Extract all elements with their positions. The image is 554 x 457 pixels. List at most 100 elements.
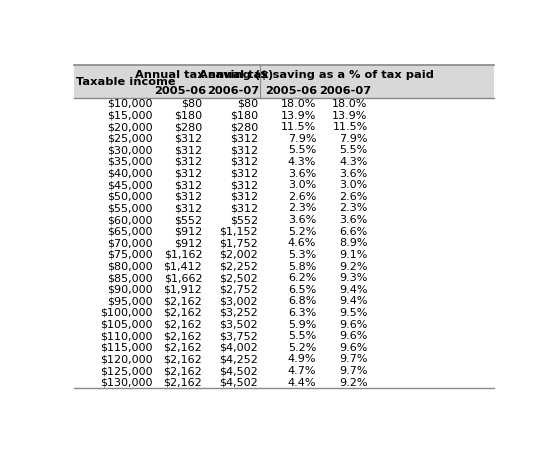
Text: $312: $312: [230, 145, 258, 155]
Text: 3.6%: 3.6%: [288, 215, 316, 225]
Text: $280: $280: [174, 122, 202, 132]
Text: $4,002: $4,002: [219, 343, 258, 353]
Text: 5.5%: 5.5%: [340, 145, 368, 155]
Text: $10,000: $10,000: [107, 99, 153, 109]
Text: 5.8%: 5.8%: [288, 261, 316, 271]
Text: $45,000: $45,000: [107, 180, 153, 190]
Text: $2,252: $2,252: [219, 261, 258, 271]
Text: 6.6%: 6.6%: [340, 227, 368, 237]
Text: 4.4%: 4.4%: [288, 377, 316, 388]
Text: $4,252: $4,252: [219, 354, 258, 364]
Text: 3.0%: 3.0%: [340, 180, 368, 190]
Text: 3.0%: 3.0%: [288, 180, 316, 190]
Text: $1,912: $1,912: [163, 285, 202, 295]
Text: $312: $312: [174, 169, 202, 179]
Text: $312: $312: [230, 169, 258, 179]
Text: 7.9%: 7.9%: [288, 134, 316, 144]
Text: $80,000: $80,000: [107, 261, 153, 271]
Text: 18.0%: 18.0%: [332, 99, 368, 109]
Text: $35,000: $35,000: [107, 157, 153, 167]
Text: 11.5%: 11.5%: [332, 122, 368, 132]
Text: $130,000: $130,000: [100, 377, 153, 388]
Text: 5.2%: 5.2%: [288, 343, 316, 353]
Text: $2,162: $2,162: [163, 319, 202, 329]
Text: $40,000: $40,000: [107, 169, 153, 179]
Text: 5.5%: 5.5%: [288, 145, 316, 155]
Text: $2,162: $2,162: [163, 343, 202, 353]
Text: 9.7%: 9.7%: [339, 366, 368, 376]
Text: 13.9%: 13.9%: [332, 111, 368, 121]
Text: 4.9%: 4.9%: [288, 354, 316, 364]
Text: 3.6%: 3.6%: [340, 215, 368, 225]
Text: 2005-06: 2005-06: [154, 86, 206, 96]
Text: $1,752: $1,752: [219, 238, 258, 248]
Text: $115,000: $115,000: [100, 343, 153, 353]
Text: $55,000: $55,000: [107, 203, 153, 213]
Text: $552: $552: [174, 215, 202, 225]
Text: 4.3%: 4.3%: [288, 157, 316, 167]
Text: $180: $180: [230, 111, 258, 121]
Text: 6.5%: 6.5%: [288, 285, 316, 295]
Text: Taxable income: Taxable income: [76, 77, 175, 87]
Text: $25,000: $25,000: [107, 134, 153, 144]
Text: $1,152: $1,152: [219, 227, 258, 237]
Text: 13.9%: 13.9%: [281, 111, 316, 121]
Text: $312: $312: [230, 203, 258, 213]
Text: $2,162: $2,162: [163, 354, 202, 364]
Text: 4.7%: 4.7%: [288, 366, 316, 376]
Text: $105,000: $105,000: [100, 319, 153, 329]
Text: $312: $312: [174, 180, 202, 190]
Text: $3,002: $3,002: [219, 296, 258, 306]
Text: $2,752: $2,752: [219, 285, 258, 295]
Text: 9.6%: 9.6%: [339, 331, 368, 341]
Text: $3,502: $3,502: [219, 319, 258, 329]
Text: 3.6%: 3.6%: [340, 169, 368, 179]
Text: $110,000: $110,000: [100, 331, 153, 341]
Text: 2005-06: 2005-06: [265, 86, 317, 96]
Text: 18.0%: 18.0%: [281, 99, 316, 109]
Text: $312: $312: [174, 134, 202, 144]
Text: 6.2%: 6.2%: [288, 273, 316, 283]
Text: $80: $80: [181, 99, 202, 109]
Text: $312: $312: [174, 192, 202, 202]
Text: 2.6%: 2.6%: [339, 192, 368, 202]
Text: 3.6%: 3.6%: [288, 169, 316, 179]
Text: $1,412: $1,412: [163, 261, 202, 271]
Text: $312: $312: [174, 157, 202, 167]
Text: $70,000: $70,000: [107, 238, 153, 248]
Text: 9.3%: 9.3%: [339, 273, 368, 283]
Text: $60,000: $60,000: [107, 215, 153, 225]
Text: 9.1%: 9.1%: [339, 250, 368, 260]
Text: $20,000: $20,000: [107, 122, 153, 132]
Text: $552: $552: [230, 215, 258, 225]
Text: $2,162: $2,162: [163, 366, 202, 376]
Text: 2006-07: 2006-07: [207, 86, 259, 96]
Text: 9.2%: 9.2%: [339, 261, 368, 271]
Text: $2,002: $2,002: [219, 250, 258, 260]
Text: 5.2%: 5.2%: [288, 227, 316, 237]
FancyBboxPatch shape: [74, 65, 494, 98]
Text: $2,162: $2,162: [163, 296, 202, 306]
Text: 9.6%: 9.6%: [339, 319, 368, 329]
Text: $1,162: $1,162: [164, 250, 202, 260]
Text: $95,000: $95,000: [107, 296, 153, 306]
Text: $312: $312: [174, 145, 202, 155]
Text: Annual tax saving as a % of tax paid: Annual tax saving as a % of tax paid: [199, 70, 434, 80]
Text: 5.5%: 5.5%: [288, 331, 316, 341]
Text: $120,000: $120,000: [100, 354, 153, 364]
Text: $3,752: $3,752: [219, 331, 258, 341]
Text: 8.9%: 8.9%: [339, 238, 368, 248]
Text: $180: $180: [174, 111, 202, 121]
Text: 11.5%: 11.5%: [281, 122, 316, 132]
Text: 9.4%: 9.4%: [339, 285, 368, 295]
Text: $90,000: $90,000: [107, 285, 153, 295]
Text: 6.3%: 6.3%: [288, 308, 316, 318]
Text: 2.3%: 2.3%: [288, 203, 316, 213]
Text: 9.4%: 9.4%: [339, 296, 368, 306]
Text: 2.3%: 2.3%: [339, 203, 368, 213]
Text: Annual tax saving ($): Annual tax saving ($): [135, 70, 274, 80]
Text: $3,252: $3,252: [219, 308, 258, 318]
Text: $2,162: $2,162: [163, 331, 202, 341]
Text: 9.2%: 9.2%: [339, 377, 368, 388]
Text: 2006-07: 2006-07: [319, 86, 371, 96]
